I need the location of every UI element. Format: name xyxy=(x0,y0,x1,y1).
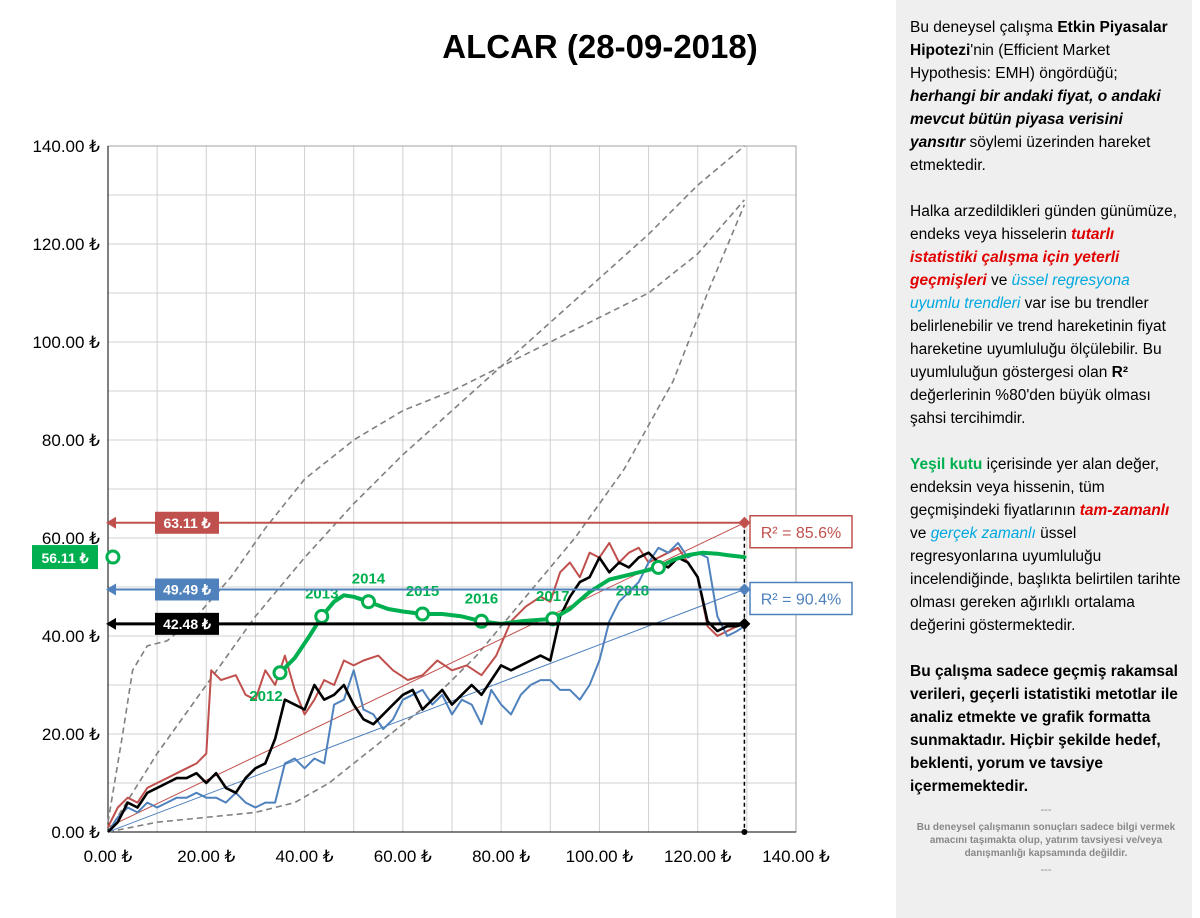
y-tick-label: 120.00 ₺ xyxy=(32,235,100,254)
price-label-box xyxy=(155,511,219,534)
date-marker-dot xyxy=(741,829,748,835)
x-tick-label: 60.00 ₺ xyxy=(374,847,432,866)
x-tick-label: 140.00 ₺ xyxy=(762,847,830,866)
price-level-end-marker xyxy=(738,516,751,529)
year-label: 2017 xyxy=(536,588,569,605)
side-panel: Bu deneysel çalışma Etkin Piyasalar Hipo… xyxy=(896,0,1192,918)
year-label: 2014 xyxy=(352,571,386,588)
price-label-box xyxy=(32,545,98,570)
upper-envelope xyxy=(107,199,746,823)
y-tick-label: 100.00 ₺ xyxy=(32,333,100,352)
price-level-arrow xyxy=(106,617,116,630)
panel-paragraph-green-box: Yeşil kutu içerisinde yer alan değer, en… xyxy=(910,456,1181,634)
price-level-end-marker xyxy=(738,583,751,596)
y-tick-label: 0.00 ₺ xyxy=(51,823,100,842)
price-label-box xyxy=(155,578,219,601)
price-level-arrow xyxy=(106,583,116,596)
green-marker xyxy=(105,549,121,565)
grid xyxy=(107,145,797,833)
price-series xyxy=(107,541,745,833)
green-marker xyxy=(360,594,376,610)
x-tick-label: 40.00 ₺ xyxy=(276,847,334,866)
panel-note: Bu deneysel çalışmanın sonuçları sadece … xyxy=(916,822,1176,859)
green-marker xyxy=(650,559,666,575)
price-label-green: 56.11 ₺ xyxy=(32,545,98,570)
price-label-text: 56.11 ₺ xyxy=(41,550,88,566)
x-tick-label: 120.00 ₺ xyxy=(664,847,732,866)
r2-label: R² = 85.6% xyxy=(761,525,841,542)
y-tick-label: 80.00 ₺ xyxy=(42,431,100,450)
series-blue xyxy=(107,541,745,833)
panel-paragraph-trends: Halka arzedildikleri günden günümüze, en… xyxy=(910,203,1178,427)
price-level-end-marker xyxy=(738,617,751,630)
x-tick-label: 0.00 ₺ xyxy=(84,847,133,866)
axis-ticks: 0.00 ₺ 20.00 ₺ 40.00 ₺ 60.00 ₺ 80.00 ₺ 100.00… xyxy=(32,137,829,866)
y-tick-label: 40.00 ₺ xyxy=(42,627,100,646)
year-label: 2018 xyxy=(616,582,649,599)
year-label: 2015 xyxy=(406,583,439,600)
r2-box xyxy=(749,515,853,549)
y-tick-label: 60.00 ₺ xyxy=(42,529,100,548)
green-curve xyxy=(278,550,747,675)
price-labels: 63.11 ₺ 56.11 ₺ 49.49 ₺ 42.48 ₺ R² = 85.6% R²… xyxy=(32,511,853,635)
r2-box xyxy=(749,581,853,616)
price-level-arrow xyxy=(106,516,116,529)
x-tick-label: 100.00 ₺ xyxy=(566,847,634,866)
x-tick-label: 20.00 ₺ xyxy=(177,847,235,866)
separator-bottom: --- xyxy=(1040,864,1052,876)
year-label: 2016 xyxy=(465,590,498,607)
year-label: 2012 xyxy=(249,688,282,705)
green-marker xyxy=(415,606,431,622)
r2-label: R² = 90.4% xyxy=(761,591,841,608)
price-label-box xyxy=(155,612,219,635)
separator-top: --- xyxy=(1040,804,1052,816)
y-tick-label: 140.00 ₺ xyxy=(32,137,100,156)
green-marker xyxy=(473,613,489,629)
chart-title: ALCAR (28-09-2018) xyxy=(442,28,758,65)
x-tick-label: 80.00 ₺ xyxy=(472,847,530,866)
year-label: 2013 xyxy=(305,585,338,602)
panel-paragraph-disclaimer: Bu çalışma sadece geçmiş rakamsal verile… xyxy=(910,663,1178,795)
green-marker xyxy=(314,608,330,624)
chart-area: 0.00 ₺ 20.00 ₺ 40.00 ₺ 60.00 ₺ 80.00 ₺ 100.00… xyxy=(32,137,853,866)
price-label-text: 63.11 ₺ xyxy=(163,515,210,531)
series-black xyxy=(107,551,745,833)
y-tick-label: 20.00 ₺ xyxy=(42,725,100,744)
panel-paragraph-emh: Bu deneysel çalışma Etkin Piyasalar Hipo… xyxy=(910,19,1168,174)
green-marker xyxy=(272,665,288,681)
price-label-text: 42.48 ₺ xyxy=(163,616,211,632)
blue-trend xyxy=(107,589,745,833)
price-label-text: 49.49 ₺ xyxy=(163,581,211,597)
